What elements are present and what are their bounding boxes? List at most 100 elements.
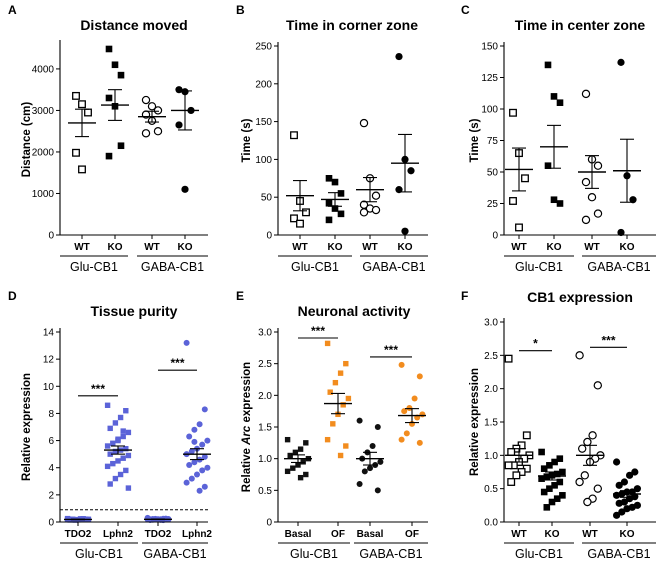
- series-0: [64, 515, 92, 523]
- data-point: [105, 152, 113, 160]
- data-point: [583, 497, 592, 507]
- group-label: GABA-CB1: [359, 547, 422, 561]
- series-1: [321, 175, 349, 224]
- data-point: [546, 462, 553, 469]
- y-tick-label: 200: [255, 79, 272, 90]
- data-point: [332, 379, 339, 386]
- group-label: GABA-CB1: [362, 260, 425, 274]
- panel-b: B Time in corner zone Time (s) 0 50 100 150 200…: [236, 3, 428, 274]
- y-tick-label: 4: [48, 463, 54, 474]
- y-tick-label: 0: [492, 231, 498, 242]
- data-point: [587, 192, 597, 202]
- group-label: GABA-CB1: [141, 260, 204, 274]
- data-point: [401, 408, 408, 415]
- data-point: [324, 340, 331, 347]
- data-point: [297, 474, 304, 481]
- data-point: [153, 106, 163, 115]
- y-tick-label: 2.0: [258, 391, 272, 402]
- series-3: [391, 52, 419, 235]
- y-tick-label: 12: [43, 355, 55, 366]
- data-point: [111, 61, 119, 69]
- data-point: [107, 451, 113, 457]
- data-point: [411, 395, 418, 402]
- data-point: [345, 395, 352, 402]
- data-point: [340, 402, 346, 408]
- data-point: [581, 89, 591, 99]
- data-point: [331, 178, 339, 186]
- y-axis-label: Time (s): [469, 118, 481, 162]
- series-3: [171, 86, 199, 193]
- chart-title: Time in corner zone: [286, 17, 418, 33]
- data-point: [553, 470, 561, 478]
- panel-label: C: [461, 3, 470, 17]
- data-point: [147, 102, 157, 111]
- data-point: [359, 208, 369, 217]
- data-point: [374, 424, 381, 430]
- x-category-label: KO: [620, 529, 635, 540]
- x-category-label: Lphn2: [182, 529, 212, 540]
- data-point: [78, 100, 86, 109]
- x-category-label: WT: [584, 242, 600, 253]
- data-point: [559, 468, 566, 476]
- data-point: [369, 443, 376, 449]
- data-point: [141, 129, 151, 138]
- data-point: [120, 433, 126, 440]
- data-point: [550, 196, 558, 204]
- series-2: [138, 95, 166, 138]
- data-point: [125, 429, 132, 436]
- y-tick-label: 4000: [32, 64, 55, 75]
- data-point: [292, 449, 299, 456]
- y-tick-label: 3.0: [484, 318, 498, 329]
- data-point: [183, 479, 190, 486]
- group-label: Glu-CB1: [75, 547, 123, 561]
- data-point: [303, 471, 309, 478]
- data-point: [296, 219, 304, 228]
- x-category-label: Basal: [357, 529, 384, 540]
- panel-label: E: [236, 289, 244, 303]
- data-point: [618, 508, 626, 516]
- series-1: [104, 402, 132, 491]
- data-point: [72, 148, 80, 157]
- data-point: [303, 440, 309, 446]
- data-point: [196, 487, 203, 494]
- data-point: [112, 448, 119, 455]
- y-tick-label: 0.5: [258, 486, 272, 497]
- data-point: [371, 205, 381, 215]
- data-point: [633, 485, 642, 493]
- data-point: [325, 216, 333, 224]
- y-tick-label: 14: [43, 328, 55, 339]
- y-tick-label: 1.5: [258, 423, 272, 434]
- y-tick-label: 2000: [32, 147, 55, 158]
- y-axis-label: Relative expression: [469, 368, 481, 476]
- data-point: [398, 361, 405, 368]
- data-point: [302, 208, 310, 217]
- data-point: [199, 467, 206, 474]
- y-tick-label: 1.0: [258, 454, 272, 465]
- y-tick-label: 3000: [32, 106, 55, 117]
- data-point: [507, 478, 516, 486]
- data-point: [544, 162, 552, 169]
- series-3: [613, 58, 641, 237]
- series-3: [613, 458, 642, 519]
- data-point: [115, 436, 121, 442]
- data-point: [201, 483, 208, 490]
- data-point: [337, 190, 345, 197]
- data-point: [583, 437, 592, 447]
- data-point: [361, 468, 368, 475]
- series-2: [356, 417, 384, 494]
- series-0: [284, 436, 312, 481]
- data-point: [548, 498, 556, 506]
- data-point: [359, 118, 369, 128]
- data-point: [629, 196, 637, 204]
- series-0: [286, 131, 314, 228]
- data-point: [512, 471, 521, 480]
- data-point: [117, 471, 124, 478]
- y-tick-label: 100: [481, 105, 498, 116]
- data-point: [615, 481, 623, 489]
- data-point: [377, 458, 384, 465]
- data-point: [191, 438, 198, 445]
- data-point: [337, 210, 345, 218]
- data-point: [295, 462, 301, 468]
- chart-title: Tissue purity: [91, 303, 178, 319]
